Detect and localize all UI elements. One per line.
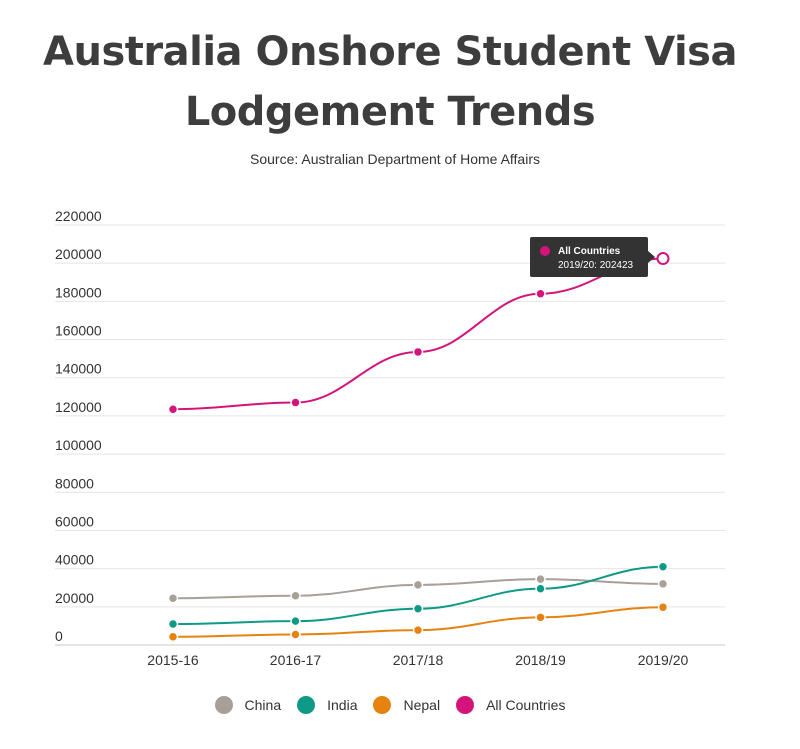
tooltip: All Countries 2019/20: 202423 — [530, 237, 655, 277]
series-line — [172, 257, 664, 411]
data-point[interactable] — [167, 592, 179, 604]
tooltip-swatch — [540, 246, 550, 256]
y-tick-label: 40000 — [55, 552, 94, 568]
x-tick-label: 2017/18 — [393, 652, 444, 668]
y-axis-tick-labels: 0 20000 40000 60000 80000 100000 120000 140000 1… — [55, 208, 102, 644]
chart-title: Australia Onshore Student Visa Lodgement… — [43, 29, 737, 135]
data-point[interactable] — [657, 578, 669, 590]
data-point[interactable] — [412, 579, 424, 591]
data-point[interactable] — [535, 583, 546, 594]
legend-swatch — [297, 696, 316, 714]
data-point[interactable] — [656, 252, 670, 266]
y-tick-label: 160000 — [55, 323, 102, 339]
data-point[interactable] — [290, 615, 301, 627]
series-india — [167, 561, 669, 630]
y-tick-label: 0 — [55, 628, 63, 644]
tooltip-box: All Countries 2019/20: 202423 — [530, 237, 655, 277]
x-tick-label: 2019/20 — [638, 652, 689, 668]
legend-item-nepal[interactable]: Nepal — [373, 696, 440, 714]
data-point[interactable] — [412, 603, 424, 614]
y-tick-label: 140000 — [55, 361, 102, 377]
tooltip-series-name: All Countries — [558, 246, 621, 257]
y-tick-label: 60000 — [55, 513, 94, 529]
series-all-countries — [167, 252, 670, 415]
data-point[interactable] — [290, 590, 301, 601]
legend-swatch — [214, 696, 233, 714]
legend-swatch — [373, 696, 392, 714]
legend-item-all-countries[interactable]: All Countries — [456, 696, 565, 714]
y-tick-label: 220000 — [55, 208, 102, 224]
data-point[interactable] — [167, 631, 179, 643]
line-chart: 0 20000 40000 60000 80000 100000 120000 140000 1… — [55, 208, 725, 668]
y-tick-label: 20000 — [55, 590, 94, 606]
legend-label: Nepal — [403, 697, 441, 713]
x-tick-label: 2018/19 — [515, 652, 566, 668]
tooltip-background — [530, 237, 648, 277]
data-point[interactable] — [167, 618, 179, 630]
data-point[interactable] — [535, 573, 546, 585]
series-lines — [167, 252, 670, 643]
data-point[interactable] — [535, 288, 546, 299]
legend-label: India — [327, 697, 358, 713]
grid-lines — [55, 224, 725, 646]
data-point[interactable] — [290, 629, 301, 640]
y-tick-label: 200000 — [55, 246, 102, 262]
data-point[interactable] — [657, 561, 669, 572]
data-point[interactable] — [535, 612, 546, 623]
x-tick-label: 2016-17 — [270, 652, 322, 668]
legend-swatch — [456, 696, 475, 714]
data-point[interactable] — [412, 624, 424, 636]
y-tick-label: 100000 — [55, 437, 102, 453]
y-tick-label: 80000 — [55, 475, 94, 491]
legend-label: China — [244, 697, 282, 713]
series-nepal — [167, 601, 669, 643]
data-point[interactable] — [167, 403, 179, 415]
series-line — [172, 565, 664, 625]
legend-item-china[interactable]: China — [214, 696, 282, 714]
y-tick-label: 180000 — [55, 284, 102, 300]
legend-label: All Countries — [486, 697, 566, 713]
data-point[interactable] — [290, 397, 301, 408]
legend: China India Nepal All Countries — [0, 696, 780, 714]
series-china — [167, 573, 669, 604]
x-tick-label: 2015-16 — [147, 652, 199, 668]
tooltip-pointer — [648, 251, 655, 263]
data-point[interactable] — [412, 346, 424, 358]
y-tick-label: 120000 — [55, 399, 102, 415]
data-point[interactable] — [657, 601, 669, 613]
x-axis-tick-labels: 2015-16 2016-17 2017/18 2018/19 2019/20 — [147, 652, 688, 668]
chart-subtitle: Source: Australian Department of Home Af… — [250, 151, 540, 167]
tooltip-value: 2019/20: 202423 — [558, 260, 634, 271]
legend-item-india[interactable]: India — [297, 696, 357, 714]
